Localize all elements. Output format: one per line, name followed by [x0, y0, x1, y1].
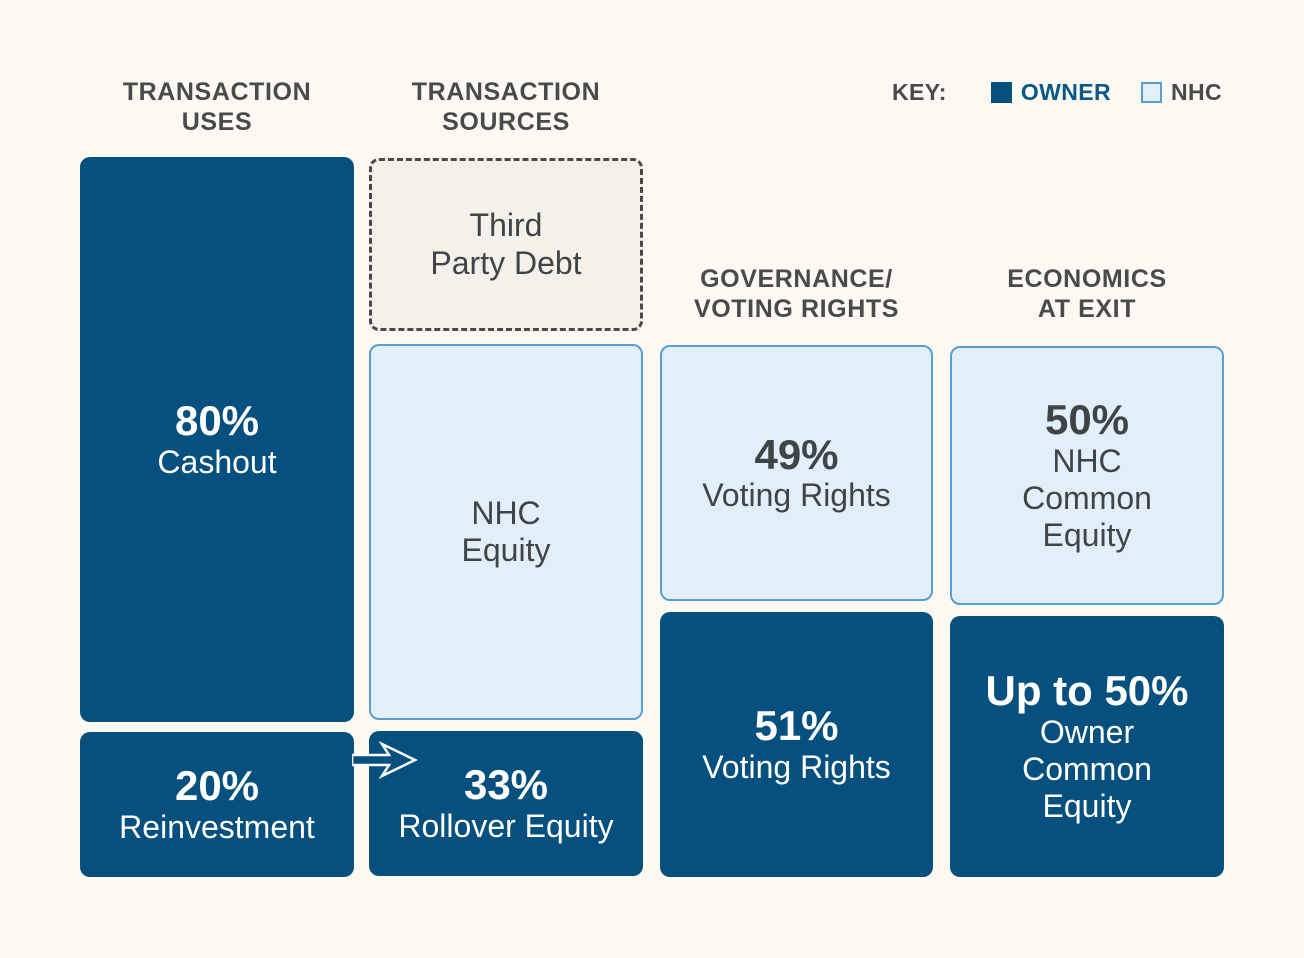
- legend-title: KEY:: [892, 79, 947, 105]
- cashout-label: Cashout: [157, 443, 277, 480]
- box-third-party-debt: Third Party Debt: [369, 158, 643, 331]
- exit-nhc-label-line: NHC: [1052, 442, 1122, 479]
- reinvestment-to-rollover-arrow-icon: [352, 741, 418, 779]
- column-header-transaction-sources: TRANSACTION SOURCES: [369, 78, 643, 137]
- box-cashout: 80% Cashout: [80, 157, 354, 722]
- header-line: ECONOMICS: [1007, 265, 1167, 293]
- cashout-value: 80%: [174, 397, 260, 445]
- box-nhc-equity: NHC Equity: [369, 344, 643, 720]
- nhc-equity-label-line: Equity: [461, 532, 551, 568]
- exit-owner-label-line: Common: [1022, 750, 1152, 787]
- box-exit-owner-common-equity: Up to 50% Owner Common Equity: [950, 616, 1224, 877]
- rollover-equity-label: Rollover Equity: [398, 807, 614, 844]
- header-line: AT EXIT: [1037, 294, 1137, 323]
- exit-nhc-label-line: Equity: [1042, 516, 1132, 553]
- box-voting-rights-owner: 51% Voting Rights: [660, 612, 933, 877]
- legend-item-owner: OWNER: [990, 79, 1112, 106]
- reinvestment-label: Reinvestment: [119, 808, 315, 845]
- legend-owner-label: OWNER: [1020, 79, 1112, 105]
- box-reinvestment: 20% Reinvestment: [80, 732, 354, 877]
- box-exit-nhc-common-equity: 50% NHC Common Equity: [950, 346, 1224, 605]
- header-line: GOVERNANCE/: [700, 265, 893, 293]
- box-rollover-equity: 33% Rollover Equity: [369, 731, 643, 876]
- exit-owner-label-line: Equity: [1042, 787, 1132, 824]
- voting-rights-nhc-label: Voting Rights: [702, 477, 891, 514]
- voting-rights-owner-label: Voting Rights: [702, 748, 891, 785]
- header-line: USES: [181, 107, 253, 136]
- header-line: VOTING RIGHTS: [693, 294, 900, 323]
- column-header-transaction-uses: TRANSACTION USES: [80, 78, 354, 137]
- voting-rights-owner-value: 51%: [754, 702, 839, 750]
- legend-item-nhc: NHC: [1141, 79, 1222, 106]
- rollover-equity-value: 33%: [463, 761, 549, 809]
- legend: KEY: OWNER NHC: [892, 79, 1222, 106]
- third-party-debt-label-line: Third: [469, 207, 543, 244]
- nhc-color-swatch: [1141, 82, 1163, 103]
- box-voting-rights-nhc: 49% Voting Rights: [660, 345, 933, 601]
- owner-color-swatch: [990, 82, 1012, 103]
- exit-owner-value: Up to 50%: [985, 667, 1189, 715]
- third-party-debt-label-line: Party Debt: [430, 244, 582, 281]
- legend-nhc-label: NHC: [1171, 79, 1223, 105]
- header-line: TRANSACTION: [122, 78, 312, 106]
- header-line: SOURCES: [442, 107, 570, 136]
- column-header-governance-voting-rights: GOVERNANCE/ VOTING RIGHTS: [660, 265, 933, 324]
- reinvestment-value: 20%: [174, 762, 260, 810]
- header-line: TRANSACTION: [411, 78, 601, 106]
- voting-rights-nhc-value: 49%: [754, 430, 839, 478]
- exit-owner-label-line: Owner: [1039, 713, 1135, 750]
- nhc-equity-label-line: NHC: [471, 494, 541, 531]
- exit-nhc-value: 50%: [1044, 396, 1130, 444]
- exit-nhc-label-line: Common: [1022, 479, 1152, 516]
- column-header-economics-at-exit: ECONOMICS AT EXIT: [950, 265, 1224, 324]
